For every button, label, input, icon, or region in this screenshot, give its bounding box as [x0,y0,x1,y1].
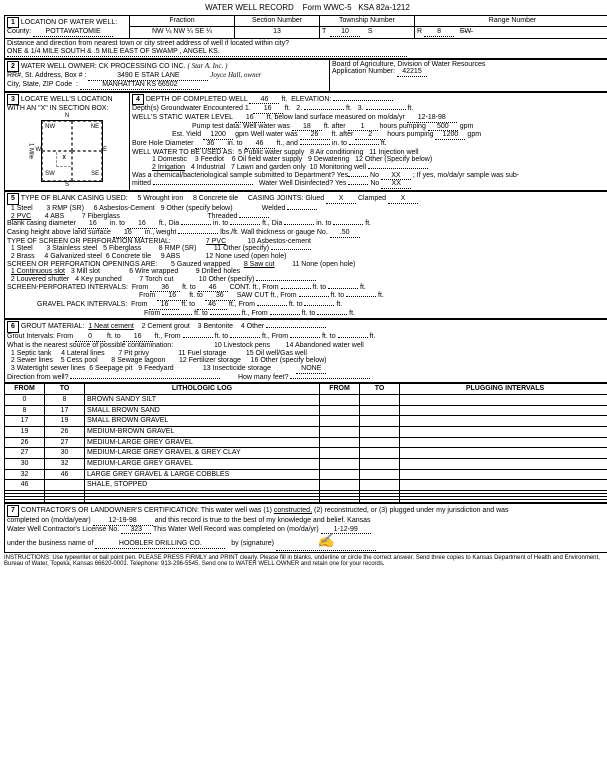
record-date: 1-12-99 [321,526,371,535]
completed-date: 12-19-98 [93,517,153,526]
section-3-4-table: 3 LOCATE WELL'S LOCATION WITH AN "X" IN … [4,92,607,192]
gravel-label: GRAVEL PACK INTERVALS: [37,301,127,308]
form-title: WATER WELL RECORD Form WWC-5 KSA 82a-121… [4,4,607,13]
range-label: Range Number [489,17,536,24]
screen-pvc: 7 PVC [206,238,226,245]
section-6-table: 6 GROUT MATERIAL: 1 Neat cement 2 Cement… [4,319,607,383]
static-date: 12-18-98 [407,114,457,123]
township-value: T 10 S [320,26,415,38]
location-x: X [56,152,71,167]
contam-none: NONE [296,365,326,374]
section-5-num: 5 [7,193,19,205]
perf-intervals-label: SCREEN-PERFORATED INTERVALS: [7,284,128,291]
footer-instructions: INSTRUCTIONS: Use typewriter or ball poi… [4,555,607,568]
col-lith: LITHOLOGIC LOG [85,384,320,395]
col-from: FROM [5,384,45,395]
opening-continuous: 1 Continuous slot [11,268,65,275]
depth-label: DEPTH OF COMPLETED WELL [146,96,248,103]
township-label: Township Number [339,17,395,24]
county-value: POTTAWATOMIE [33,28,113,37]
app-number: 42215 [397,68,427,77]
fraction-label: Fraction [169,17,194,24]
table-row: 27 30 MEDIUM-LARGE GREY GRAVEL & GREY CL… [5,448,607,459]
section-value: 13 [235,26,320,38]
section-2-num: 2 [7,61,19,73]
openings-label: SCREEN OR PERFORATION OPENINGS ARE: [7,261,157,268]
cert-constructed: constructed, [274,507,312,514]
owner-label: WATER WELL OWNER: [21,63,97,70]
opening-sawcut: 8 Saw cut [244,261,275,268]
table-row: 46 SHALE, STOPPED [5,480,607,491]
location-grid: NW NE SW X SE [41,120,103,182]
use-irrigation: 2 Irrigation [152,164,185,171]
owner-handwrite2: Joyce Hall, owner [210,71,261,79]
table-row: 26 27 MEDIUM-LARGE GREY GRAVEL [5,437,607,448]
fraction-value: NW ¼ NW ¼ SE ¼ [130,26,235,38]
table-row: 30 32 MEDIUM-LARGE GREY GRAVEL [5,459,607,470]
screen-label: TYPE OF SCREEN OR PERFORATION MATERIAL: [7,238,171,245]
city-value: MANHATTAN KS 66502 [80,81,200,90]
business-name: HOOBLER DRILLING CO. [95,540,225,549]
well-use-label: WELL WATER TO BE USED AS: [132,149,234,156]
section-3-num: 3 [7,94,19,106]
table-row: 8 17 SMALL BROWN SAND [5,405,607,416]
header-table: 1 LOCATION OF WATER WELL: County: POTTAW… [4,15,607,59]
depth-value: 46 [249,96,279,105]
section-7-table: 7 CONTRACTOR'S OR LANDOWNER'S CERTIFICAT… [4,503,607,552]
table-row: 32 46 LARGE GREY GRAVEL & LARGE COBBLES [5,469,607,480]
section-7-num: 7 [7,505,19,517]
section-4-num: 4 [132,94,144,106]
table-row: 17 19 SMALL BROWN GRAVEL [5,416,607,427]
section-6-num: 6 [7,321,19,333]
range-value: R 8 E̶W̶ [415,26,607,38]
license-no: 323 [121,526,151,535]
addr-value: 3490 E STAR LANE [88,72,208,81]
section-5-table: 5 TYPE OF BLANK CASING USED: 5 Wrought i… [4,191,607,319]
board-label: Board of Agriculture, Division of Water … [332,61,485,68]
section-1-num: 1 [7,17,19,29]
table-row: 0 8 BROWN SANDY SILT [5,394,607,405]
owner-handwrite: ( Star A. Inc. ) [187,62,227,70]
lithologic-table: FROM TO LITHOLOGIC LOG FROM TO PLUGGING … [4,383,607,503]
elev-label: ELEVATION: [291,96,331,103]
locate-label: LOCATE WELL'S LOCATION WITH AN "X" IN SE… [7,96,113,113]
casing-pvc: 2 PVC [11,213,31,220]
owner-value: CK PROCESSING CO INC. [99,63,186,70]
col-to: TO [45,384,85,395]
col-plug: PLUGGING INTERVALS [400,384,607,395]
table-row: 19 26 MEDIUM-BROWN GRAVEL [5,427,607,438]
grout-neat: 1 Neat cement [88,323,134,330]
owner-table: 2 WATER WELL OWNER: CK PROCESSING CO INC… [4,59,607,92]
location-label: LOCATION OF WATER WELL: [21,19,117,26]
contam-label: What is the nearest source of possible c… [7,342,173,349]
distance-row: Distance and direction from nearest town… [5,39,607,58]
section-num-label: Section Number [252,17,302,24]
grout-label: GROUT MATERIAL: [21,323,85,330]
casing-label: TYPE OF BLANK CASING USED: [21,195,128,202]
signature: ✍ [276,534,376,550]
